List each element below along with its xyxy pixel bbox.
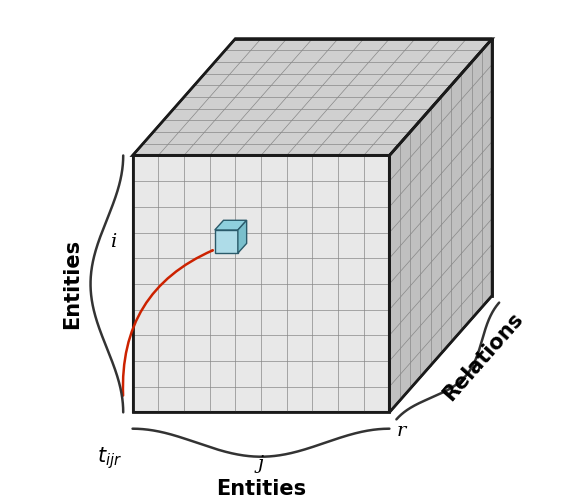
Polygon shape bbox=[238, 220, 246, 253]
Text: Entities: Entities bbox=[216, 480, 306, 497]
Text: Relations: Relations bbox=[439, 308, 527, 404]
Polygon shape bbox=[215, 230, 238, 253]
Text: r: r bbox=[396, 421, 406, 440]
Polygon shape bbox=[389, 39, 492, 413]
Polygon shape bbox=[133, 156, 389, 413]
Text: i: i bbox=[110, 233, 116, 250]
Text: j: j bbox=[258, 455, 264, 473]
Text: $t_{ijr}$: $t_{ijr}$ bbox=[96, 445, 122, 471]
FancyArrowPatch shape bbox=[123, 250, 213, 396]
Polygon shape bbox=[133, 39, 492, 156]
Polygon shape bbox=[215, 220, 246, 230]
Text: Entities: Entities bbox=[62, 239, 82, 329]
